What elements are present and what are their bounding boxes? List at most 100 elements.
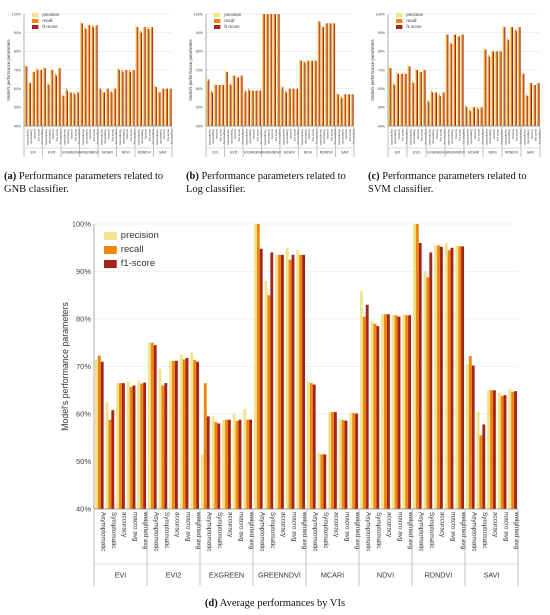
bar-precision xyxy=(116,383,120,509)
category-label: macro avg xyxy=(502,512,509,542)
bar-recall xyxy=(273,14,275,126)
group-label: MCARI xyxy=(102,151,113,155)
bar-precision xyxy=(147,342,151,509)
bar-f1-score xyxy=(141,32,143,126)
category-label: accuracy xyxy=(252,129,256,140)
group-label: RDNDVI xyxy=(505,151,518,155)
bar-f1-score xyxy=(230,84,232,126)
bar-precision xyxy=(418,71,420,126)
bar-recall xyxy=(103,92,105,126)
category-label: accuracy xyxy=(473,129,477,140)
bar-precision xyxy=(452,34,454,126)
bar-recall xyxy=(244,92,246,126)
gnb-classifier-chart: Model's performance parameters 40% 50% 60% 7… xyxy=(6,12,174,157)
bar-recall xyxy=(267,295,271,509)
bar-recall xyxy=(266,14,268,126)
bar-f1-score xyxy=(41,70,43,126)
bar-f1-score xyxy=(215,84,217,126)
bar-precision xyxy=(475,109,477,126)
bar-f1-score xyxy=(485,49,487,126)
bar-precision xyxy=(105,88,107,126)
bar-recall xyxy=(394,315,398,509)
bar-f1-score xyxy=(166,88,168,126)
bar-f1-score xyxy=(143,382,147,509)
bar-f1-score xyxy=(144,27,146,126)
caption-c-text: Performance parameters related to SVM cl… xyxy=(368,171,527,195)
category-label: weighted avg xyxy=(460,511,467,550)
category-label: Asymptomatic xyxy=(155,129,159,146)
category-label: Asymptomatic xyxy=(100,129,104,146)
bar-recall xyxy=(336,94,338,126)
bar-f1-score xyxy=(107,88,109,126)
bar-f1-score xyxy=(308,60,310,126)
bar-recall xyxy=(140,383,144,509)
bar-f1-score xyxy=(394,84,396,126)
bar-f1-score xyxy=(428,101,430,126)
bar-precision xyxy=(284,92,286,126)
bar-precision xyxy=(313,58,315,126)
bar-precision xyxy=(287,88,289,126)
bar-recall xyxy=(281,88,283,126)
bar-precision xyxy=(465,364,469,509)
bar-recall xyxy=(165,88,167,126)
bar-precision xyxy=(232,75,234,126)
bar-f1-score xyxy=(104,92,106,126)
bar-precision xyxy=(306,381,310,509)
bar-recall xyxy=(136,27,138,126)
bar-f1-score xyxy=(249,419,253,509)
bar-recall xyxy=(469,109,471,126)
category-label: Asymptomatic xyxy=(312,512,319,552)
bar-precision xyxy=(253,224,257,509)
bar-precision xyxy=(210,92,212,126)
bar-precision xyxy=(476,411,480,509)
category-label: Symptomatic xyxy=(527,129,531,145)
category-label: macro avg xyxy=(256,129,260,142)
bar-precision xyxy=(211,416,215,509)
bar-recall xyxy=(347,94,349,126)
category-label: accuracy xyxy=(289,129,293,140)
bar-f1-score xyxy=(270,252,274,509)
bar-precision xyxy=(79,21,81,126)
category-label: macro avg xyxy=(496,129,500,142)
bar-precision xyxy=(72,94,74,126)
bar-precision xyxy=(490,51,492,127)
group-label: RDNDVI xyxy=(320,151,333,155)
bar-recall xyxy=(318,21,320,126)
bar-f1-score xyxy=(527,96,529,126)
bar-recall xyxy=(522,73,524,126)
bar-recall xyxy=(125,70,127,126)
bar-precision xyxy=(94,25,96,127)
bar-recall xyxy=(465,105,467,126)
category-label: Asymptomatic xyxy=(319,129,323,146)
y-tick-label: 40% xyxy=(196,124,204,128)
category-label: macro avg xyxy=(348,129,352,142)
bar-recall xyxy=(110,90,112,126)
bar-precision xyxy=(137,380,141,509)
bar-recall xyxy=(476,107,478,126)
group-label: GREENNDVI xyxy=(258,571,301,580)
legend-label-f1-score: f1-score xyxy=(224,24,240,29)
group-label: NDVI xyxy=(122,151,130,155)
bar-f1-score xyxy=(439,96,441,126)
category-label: Asymptomatic xyxy=(208,129,212,146)
bar-f1-score xyxy=(238,419,242,509)
bar-recall xyxy=(214,84,216,126)
bar-recall xyxy=(412,81,414,126)
bar-recall xyxy=(255,90,257,126)
bar-recall xyxy=(415,70,418,126)
bar-f1-score xyxy=(418,243,422,509)
bar-recall xyxy=(325,23,327,126)
bar-f1-score xyxy=(55,75,57,126)
y-tick-label: 100% xyxy=(72,220,92,229)
category-label: Symptomatic xyxy=(304,129,308,145)
bar-f1-score xyxy=(234,75,236,126)
bar-precision xyxy=(445,32,447,126)
bar-precision xyxy=(235,77,237,126)
group-label: EVI xyxy=(395,151,401,155)
legend-label-precision: precision xyxy=(406,12,423,17)
group-label: SAVI xyxy=(341,151,349,155)
bar-recall xyxy=(233,75,235,126)
bar-recall xyxy=(408,66,410,126)
bar-recall xyxy=(225,71,227,126)
legend-swatch-precision xyxy=(396,13,403,17)
